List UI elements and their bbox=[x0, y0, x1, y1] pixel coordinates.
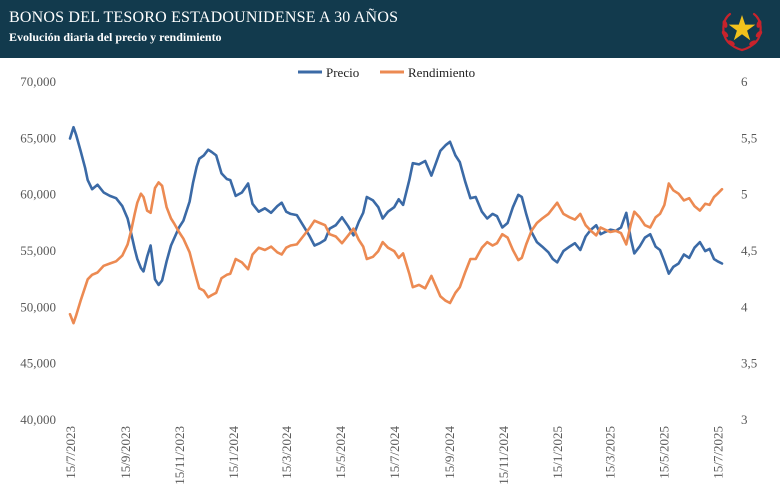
x-axis: 15/7/2023 15/9/2023 15/11/2023 15/1/2024 15/… bbox=[63, 426, 726, 485]
y-right-tick-label: 6 bbox=[741, 74, 748, 89]
line-chart: 40,000 45,000 50,000 55,000 60,000 65,000 70,0… bbox=[20, 65, 757, 485]
y-left-tick-label: 40,000 bbox=[20, 412, 56, 427]
page-subtitle: Evolución diaria del precio y rendimient… bbox=[9, 30, 222, 44]
y-left-tick-label: 45,000 bbox=[20, 356, 56, 371]
y-left-tick-label: 60,000 bbox=[20, 187, 56, 202]
x-tick-label: 15/1/2024 bbox=[226, 426, 241, 479]
y-right-tick-label: 4,5 bbox=[741, 243, 757, 258]
x-tick-label: 15/11/2023 bbox=[172, 426, 187, 485]
y-right-tick-label: 3,5 bbox=[741, 356, 757, 371]
y-left-tick-label: 50,000 bbox=[20, 299, 56, 314]
header-banner: BONOS DEL TESORO ESTADOUNIDENSE A 30 AÑO… bbox=[0, 0, 780, 58]
x-tick-label: 15/11/2024 bbox=[496, 426, 511, 485]
y-right-tick-label: 4 bbox=[741, 299, 748, 314]
x-tick-label: 15/3/2025 bbox=[602, 426, 617, 479]
x-tick-label: 15/5/2025 bbox=[657, 426, 672, 479]
star-wreath-emblem-icon bbox=[721, 12, 763, 52]
y-left-tick-label: 65,000 bbox=[20, 130, 56, 145]
legend: Precio Rendimiento bbox=[298, 65, 475, 80]
y-left-tick-label: 70,000 bbox=[20, 74, 56, 89]
page-title: BONOS DEL TESORO ESTADOUNIDENSE A 30 AÑO… bbox=[9, 9, 399, 26]
x-tick-label: 15/5/2024 bbox=[333, 426, 348, 479]
x-tick-label: 15/9/2023 bbox=[118, 426, 133, 479]
y-axis-right: 3 3,5 4 4,5 5 5,5 6 bbox=[741, 74, 757, 427]
legend-label-precio: Precio bbox=[326, 65, 359, 80]
x-tick-label: 15/7/2024 bbox=[387, 426, 402, 479]
series-group bbox=[68, 125, 724, 325]
y-right-tick-label: 3 bbox=[741, 412, 748, 427]
y-right-tick-label: 5 bbox=[741, 187, 748, 202]
y-right-tick-label: 5,5 bbox=[741, 130, 757, 145]
y-left-tick-label: 55,000 bbox=[20, 243, 56, 258]
y-axis-left: 40,000 45,000 50,000 55,000 60,000 65,000 70,0… bbox=[20, 74, 56, 427]
series-line-rendimiento bbox=[68, 181, 724, 325]
legend-label-rendimiento: Rendimiento bbox=[408, 65, 475, 80]
x-tick-label: 15/9/2024 bbox=[442, 426, 457, 479]
x-tick-label: 15/7/2025 bbox=[711, 426, 726, 479]
x-tick-label: 15/7/2023 bbox=[63, 426, 78, 479]
series-line-precio bbox=[68, 125, 724, 287]
x-tick-label: 15/3/2024 bbox=[279, 426, 294, 479]
x-tick-label: 15/1/2025 bbox=[550, 426, 565, 479]
